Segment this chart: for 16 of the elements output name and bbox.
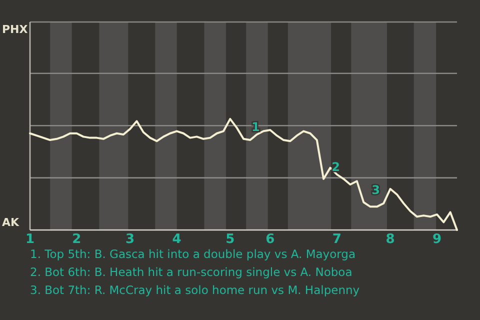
x-tick-label: 9 (432, 232, 442, 247)
text: AK (2, 216, 20, 229)
x-tick-label: 7 (332, 232, 342, 247)
x-tick-label: 5 (226, 232, 235, 247)
x-tick-label: 6 (266, 232, 275, 247)
x-tick-label: 4 (172, 232, 182, 247)
x-tick-label: 2 (72, 232, 82, 247)
x-tick-label: 3 (126, 232, 135, 247)
text: PHX (2, 23, 28, 36)
annotation: 3 (372, 183, 380, 198)
text: 3. Bot 7th: R. McCray hit a solo home run vs M. Halpenny (30, 283, 360, 297)
text: 1. Top 5th: B. Gasca hit into a double play vs A. Mayorga (30, 247, 356, 261)
text: 2. Bot 6th: B. Heath hit a run-scoring single vs A. Noboa (30, 265, 352, 279)
annotation: 2 (332, 160, 340, 174)
x-tick-label: 8 (386, 232, 395, 247)
x-tick-label: 1 (25, 232, 35, 247)
